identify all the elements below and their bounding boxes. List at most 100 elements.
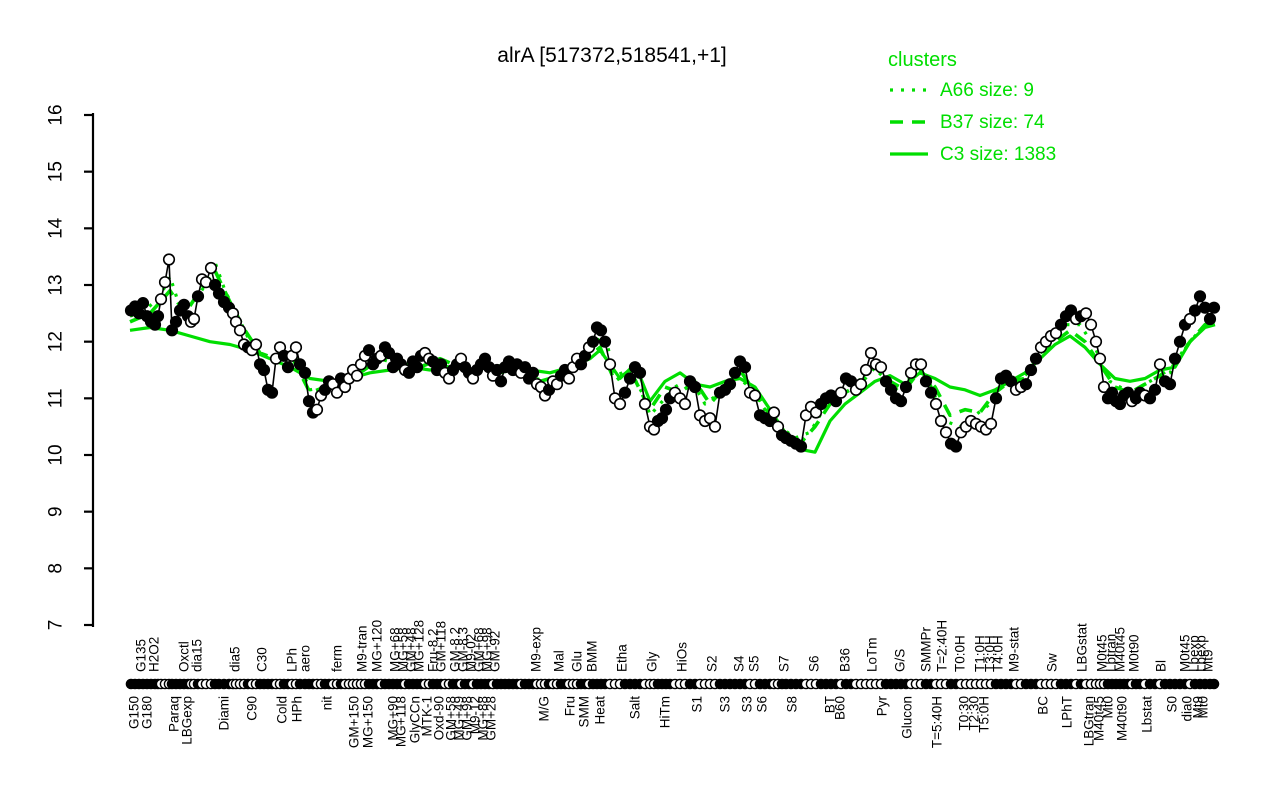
- x-label: SMMPr: [919, 627, 934, 673]
- data-point: [678, 397, 692, 411]
- data-point: [136, 297, 150, 310]
- x-label: Etha: [615, 644, 630, 672]
- x-label: S6: [755, 696, 770, 713]
- data-point: [257, 363, 271, 377]
- x-label: Lbstat: [1140, 696, 1155, 733]
- data-point: [748, 389, 762, 402]
- x-label: BT: [823, 696, 838, 713]
- data-point: [1168, 352, 1182, 365]
- data-point: [169, 315, 183, 328]
- x-label: LPhT: [1060, 696, 1075, 728]
- data-point: [899, 380, 913, 394]
- data-point: [613, 397, 627, 411]
- data-point: [1148, 383, 1162, 396]
- data-point: [939, 426, 953, 439]
- y-tick-label: 13: [46, 274, 67, 295]
- x-label: G135: [134, 639, 149, 672]
- data-point: [623, 372, 637, 385]
- x-label: LBGexp: [180, 696, 195, 745]
- data-point: [518, 361, 532, 374]
- y-tick-label: 7: [46, 620, 67, 631]
- data-point: [874, 361, 888, 374]
- data-point: [638, 397, 652, 411]
- x-label: S2: [705, 655, 720, 672]
- data-point: [633, 366, 647, 379]
- x-label: MTK-1: [420, 696, 435, 737]
- legend-title: clusters: [888, 49, 957, 71]
- legend-label: C3 size: 1383: [940, 144, 1056, 165]
- data-point: [1188, 304, 1202, 317]
- data-point: [603, 358, 617, 371]
- data-point: [984, 417, 998, 430]
- data-point: [924, 386, 938, 399]
- x-label: GM+58: [444, 696, 459, 741]
- x-label: GM+48: [404, 627, 419, 672]
- x-label: MG+98: [480, 627, 495, 672]
- x-label: G180: [140, 696, 155, 729]
- data-point: [1163, 378, 1177, 391]
- data-point: [330, 386, 344, 399]
- x-label: HPh: [290, 696, 305, 722]
- x-label: M40t45: [1092, 696, 1107, 741]
- data-point: [187, 312, 201, 326]
- x-label: GM+68: [472, 627, 487, 672]
- data-point: [708, 420, 722, 433]
- x-label: S5: [747, 655, 762, 672]
- data-point: [586, 335, 600, 348]
- x-label: ferm: [330, 645, 345, 672]
- data-point: [302, 395, 316, 408]
- x-label: Cold: [275, 696, 290, 724]
- x-label: Paraq: [167, 696, 182, 732]
- x-label: GM+28: [484, 696, 499, 741]
- x-label: Mt0: [1101, 696, 1116, 719]
- condition-marker: [1208, 678, 1220, 690]
- x-label: T3:0H: [983, 635, 998, 672]
- x-label: Glucon: [900, 696, 915, 739]
- data-point: [382, 346, 396, 360]
- y-tick-label: 9: [46, 506, 67, 517]
- x-label: T2:30: [967, 696, 982, 731]
- x-label: M9-02: [464, 634, 479, 672]
- data-point: [594, 324, 608, 337]
- x-label: Lbexp: [1194, 635, 1209, 672]
- data-point: [989, 392, 1003, 405]
- data-point: [767, 406, 781, 419]
- data-point: [204, 261, 218, 275]
- data-point: [233, 324, 247, 337]
- data-point: [949, 440, 963, 453]
- y-axis: 7 8 9 10 11 12 13 14 15 16: [46, 104, 95, 631]
- data-point: [1173, 335, 1187, 348]
- data-point: [298, 366, 312, 379]
- y-tick-label: 11: [46, 388, 67, 408]
- data-point: [249, 338, 263, 351]
- y-tick-label: 12: [46, 331, 67, 352]
- data-point: [854, 378, 868, 391]
- x-label: GM+150: [347, 696, 362, 748]
- data-point: [402, 366, 416, 379]
- data-point: [177, 298, 191, 311]
- x-label: S4: [732, 655, 747, 672]
- x-label: Heat: [593, 696, 608, 725]
- x-label: MG+120: [370, 620, 385, 672]
- x-label: GM+98: [460, 696, 475, 741]
- x-label: Mt0: [1196, 696, 1211, 719]
- x-label: S7: [777, 655, 792, 672]
- x-label: Fru-8.2: [426, 628, 441, 672]
- legend-label: A66 size: 9: [940, 80, 1034, 101]
- x-label: T=5:40H: [930, 696, 945, 748]
- data-point: [929, 397, 943, 411]
- condition-strip: [125, 678, 1220, 690]
- x-label: Diami: [217, 696, 232, 731]
- data-point: [688, 380, 702, 394]
- y-tick-label: 15: [46, 161, 67, 182]
- x-label: Gly: [645, 652, 660, 673]
- x-label: Pyr: [875, 695, 890, 716]
- data-point: [289, 341, 303, 354]
- y-tick-label: 16: [46, 104, 67, 125]
- x-label: S8: [785, 696, 800, 713]
- x-label: HiTm: [658, 696, 673, 728]
- x-label: GM-8.2: [448, 627, 463, 672]
- x-label: M9-stat: [1007, 627, 1022, 672]
